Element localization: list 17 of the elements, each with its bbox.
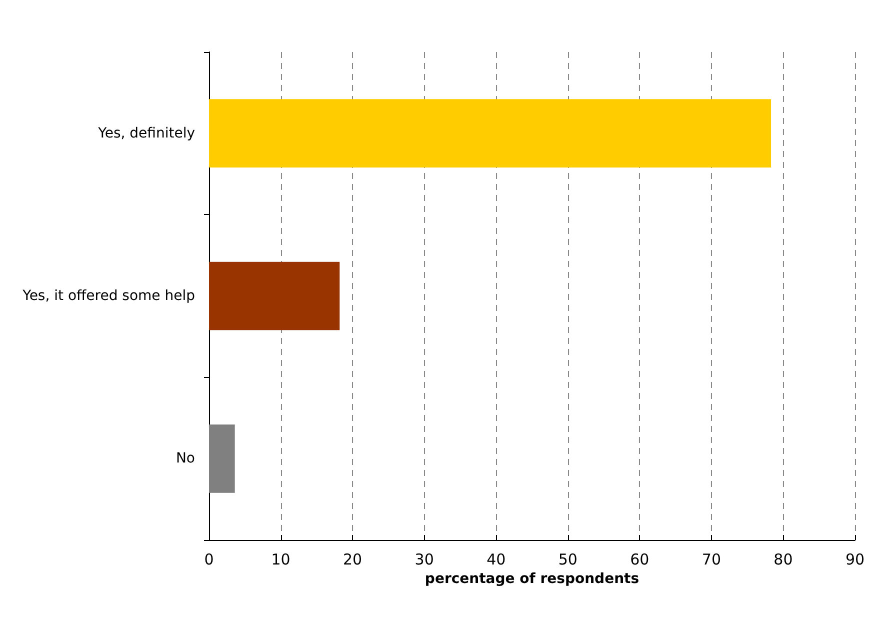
x-tick-label: 60 (630, 550, 650, 568)
x-tick-label: 50 (558, 550, 578, 568)
x-tick-label: 30 (414, 550, 434, 568)
x-tick-label: 10 (271, 550, 290, 568)
bar (209, 424, 235, 493)
x-axis-title: percentage of respondents (424, 570, 640, 587)
bar (209, 262, 340, 330)
x-tick-label: 80 (774, 550, 793, 568)
y-tick-label: Yes, definitely (97, 125, 195, 142)
x-tick-label: 70 (702, 550, 721, 568)
x-tick-label: 90 (845, 550, 865, 568)
x-tick-label: 20 (343, 550, 362, 568)
x-tick-label: 0 (204, 550, 214, 568)
y-tick-label: Yes, it offered some help (22, 288, 196, 304)
y-tick-label: No (176, 450, 195, 467)
bar (209, 99, 772, 168)
x-tick-label: 40 (486, 550, 506, 568)
